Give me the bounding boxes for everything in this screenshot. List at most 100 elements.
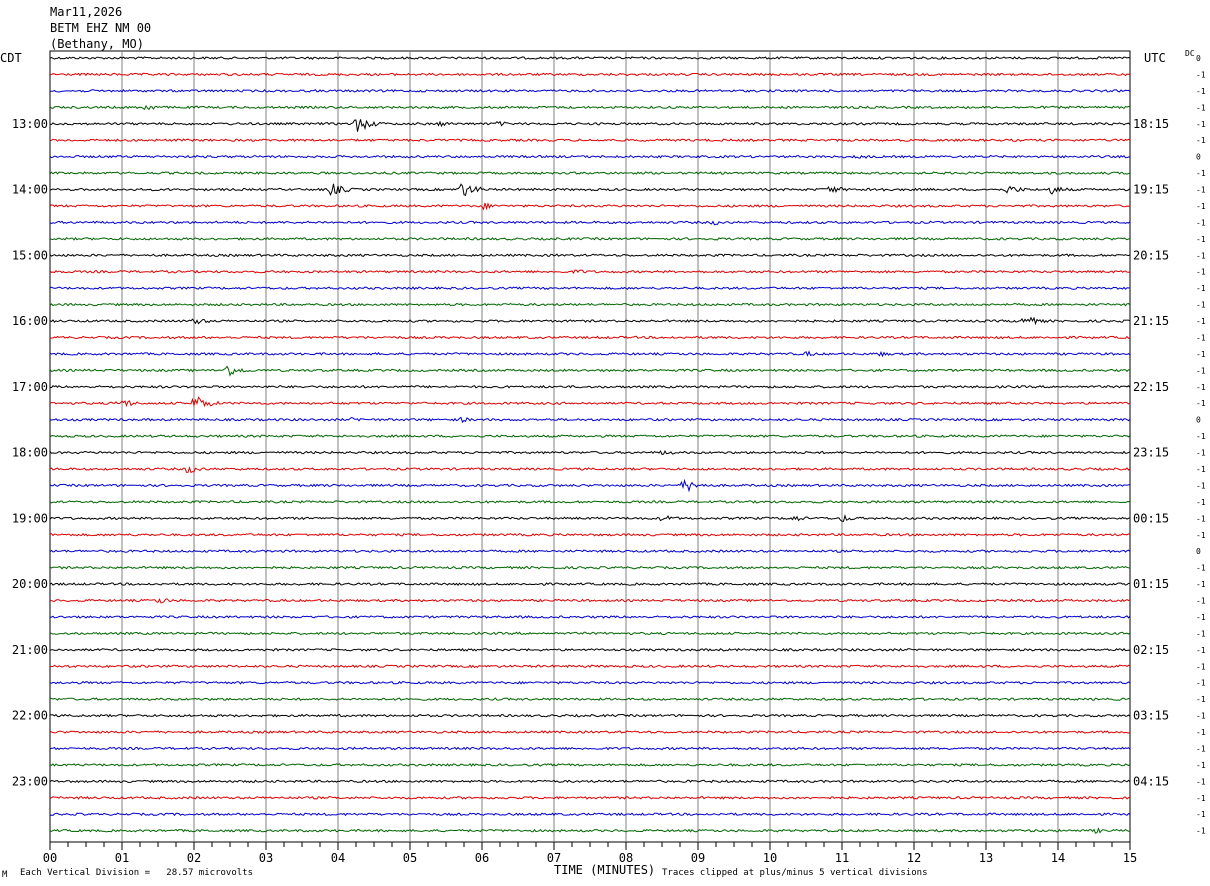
dc-offset-label: -1 [1196,432,1206,441]
trace-row [49,416,1131,424]
dc-offset-label: -1 [1196,383,1206,392]
left-time-label: 14:00 [12,183,48,197]
dc-offset-label: -1 [1196,70,1206,79]
dc-offset-label: -1 [1196,366,1206,375]
left-time-label: 13:00 [12,117,48,131]
right-time-label: 19:15 [1133,183,1169,197]
trace-row [49,466,1131,474]
dc-offset-label: -1 [1196,597,1206,606]
trace-row [50,664,1131,669]
left-time-label: 19:00 [12,511,48,525]
dc-offset-label: 0 [1196,416,1201,425]
dc-offset-label: -1 [1196,251,1206,260]
trace-row [49,795,1131,800]
x-axis-title: TIME (MINUTES) [554,863,656,877]
right-time-label: 23:15 [1133,446,1169,460]
dc-offset-label: -1 [1196,695,1206,704]
trace-row [49,88,1131,93]
scale-note: Each Vertical Division = 28.57 microvolt… [20,868,253,878]
dc-offset-label: 0 [1196,54,1201,63]
right-time-label: 20:15 [1133,248,1169,262]
x-tick-label: 04 [331,851,345,865]
x-tick-label: 10 [763,851,777,865]
left-time-label: 18:00 [12,446,48,460]
trace-row [49,138,1131,143]
trace-row [49,680,1131,685]
x-tick-label: 13 [979,851,993,865]
trace-row [49,365,1131,377]
left-time-label: 20:00 [12,577,48,591]
dc-offset-label: -1 [1196,103,1206,112]
dc-offset-label: -1 [1196,481,1206,490]
x-tick-label: 11 [835,851,849,865]
dc-offset-label: -1 [1196,465,1206,474]
trace-row [49,827,1131,834]
dc-label: DC [1185,49,1195,58]
dc-offset-label: -1 [1196,728,1206,737]
right-time-label: 02:15 [1133,643,1169,657]
trace-row [49,236,1131,241]
trace-row [49,183,1131,197]
trace-row [49,72,1131,77]
dc-offset-label: 0 [1196,153,1201,162]
trace-row [50,597,1131,604]
left-time-label: 21:00 [12,643,48,657]
dc-offset-label: 0 [1196,547,1201,556]
x-tick-label: 00 [43,851,57,865]
dc-offset-label: -1 [1196,136,1206,145]
header-date: Mar11,2026 [50,5,123,19]
dc-offset-label: -1 [1196,218,1206,227]
right-time-label: 00:15 [1133,511,1169,525]
trace-row [49,434,1131,439]
trace-row [49,713,1131,718]
x-tick-label: 06 [475,851,489,865]
dc-offset-label: -1 [1196,613,1206,622]
trace-row [49,202,1131,211]
header-location: (Bethany, MO) [50,37,144,51]
trace-row [49,119,1131,132]
trace-row [49,549,1131,554]
trace-row [49,316,1131,326]
trace-row [49,171,1131,175]
x-tick-label: 08 [619,851,633,865]
dc-offset-label: -1 [1196,301,1206,310]
clip-note: Traces clipped at plus/minus 5 vertical … [662,868,928,878]
dc-offset-label: -1 [1196,580,1206,589]
dc-offset-label: -1 [1196,333,1206,342]
trace-row [49,56,1131,60]
dc-offset-label: -1 [1196,514,1206,523]
dc-offset-label: -1 [1196,794,1206,803]
dc-offset-label: -1 [1196,679,1206,688]
dc-offset-label: -1 [1196,284,1206,293]
dc-offset-label: -1 [1196,120,1206,129]
trace-row [49,746,1131,751]
x-tick-label: 02 [187,851,201,865]
trace-row [49,779,1131,784]
trace-row [49,565,1131,570]
x-tick-label: 15 [1123,851,1137,865]
dc-offset-label: -1 [1196,646,1206,655]
trace-row [49,647,1131,652]
left-time-label: 22:00 [12,709,48,723]
x-tick-label: 05 [403,851,417,865]
trace-row [49,220,1131,226]
dc-offset-label: -1 [1196,235,1206,244]
right-time-label: 04:15 [1133,774,1169,788]
x-tick-label: 01 [115,851,129,865]
dc-offset-label: -1 [1196,629,1206,638]
dc-offset-label: -1 [1196,564,1206,573]
trace-row [49,253,1131,258]
trace-row [49,450,1131,455]
dc-offset-label: -1 [1196,87,1206,96]
dc-offset-label: -1 [1196,169,1206,178]
dc-offset-label: -1 [1196,531,1206,540]
dc-offset-label: -1 [1196,268,1206,277]
x-tick-label: 14 [1051,851,1065,865]
trace-row [49,631,1131,636]
dc-offset-label: -1 [1196,498,1206,507]
trace-row [49,350,1131,358]
trace-row [49,154,1131,159]
plot-frame [49,50,1131,843]
right-time-label: 22:15 [1133,380,1169,394]
